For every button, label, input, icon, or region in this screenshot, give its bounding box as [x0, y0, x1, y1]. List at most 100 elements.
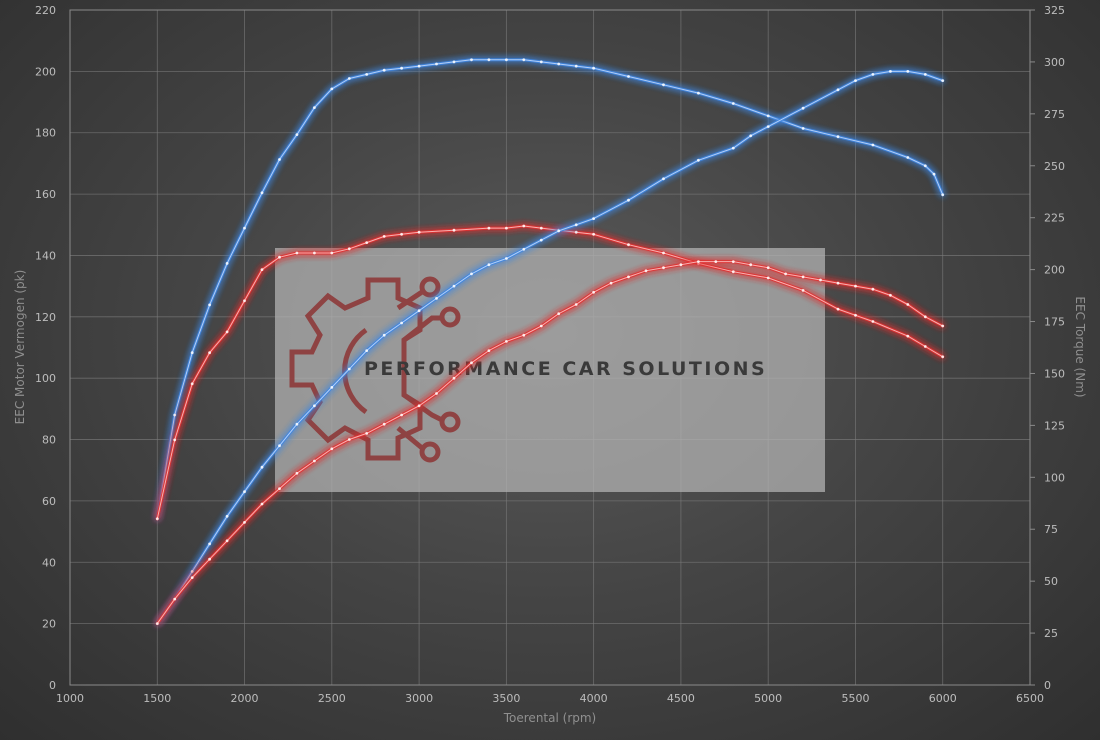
y-tick-label: 140	[35, 249, 56, 262]
data-point	[941, 193, 945, 197]
data-point	[313, 251, 316, 255]
data-point	[347, 247, 351, 251]
data-point	[539, 60, 543, 64]
plot-frame	[69, 9, 1031, 686]
data-point	[313, 459, 316, 463]
data-point	[330, 251, 334, 255]
data-point	[766, 125, 770, 128]
data-point	[382, 422, 386, 426]
data-point	[400, 66, 403, 70]
data-point	[487, 349, 491, 352]
data-point	[801, 275, 805, 279]
data-point	[382, 333, 386, 337]
y2-tick-label: 150	[1044, 367, 1065, 380]
data-point	[644, 269, 648, 273]
y-tick-label: 200	[35, 65, 56, 78]
data-point	[243, 521, 246, 524]
data-point	[627, 198, 630, 202]
data-point	[941, 355, 945, 359]
data-point	[505, 257, 508, 260]
data-point	[295, 422, 299, 426]
data-point	[784, 272, 787, 276]
data-point	[522, 247, 526, 251]
series-line-2	[155, 224, 945, 521]
data-point	[836, 281, 840, 285]
data-point	[382, 68, 386, 72]
x-tick-label: 4500	[667, 692, 695, 705]
data-point	[347, 77, 351, 80]
data-point	[225, 539, 229, 543]
y2-tick-label: 100	[1044, 471, 1065, 484]
y-tick-label: 160	[35, 188, 56, 201]
x-tick-label: 2000	[231, 692, 259, 705]
y2-tick-label: 75	[1044, 523, 1058, 536]
data-point	[313, 106, 316, 109]
x-axis-title: Toerental (rpm)	[503, 711, 596, 725]
y2-tick-label: 300	[1044, 56, 1065, 69]
data-point	[906, 303, 910, 306]
data-point	[260, 268, 264, 271]
y-axis-title: EEC Motor Vermogen (pk)	[13, 270, 27, 425]
data-point	[400, 232, 403, 236]
data-point	[627, 275, 630, 279]
y2-axis-ticks: 0 25 50 75 100 125 150 175 200 225 250 275 300 325	[1030, 4, 1065, 692]
data-point	[278, 444, 281, 448]
data-point	[190, 570, 194, 573]
data-point	[906, 70, 910, 73]
series-highlight	[156, 59, 944, 519]
data-point	[932, 172, 936, 176]
data-point	[854, 284, 857, 288]
data-point	[208, 303, 212, 307]
data-point	[190, 382, 194, 386]
data-point	[662, 266, 665, 270]
data-point	[923, 345, 927, 348]
data-point	[295, 133, 299, 137]
data-point	[505, 226, 508, 230]
data-point	[243, 299, 246, 303]
series-highlight	[156, 225, 943, 519]
y2-axis-title: EEC Torque (Nm)	[1073, 296, 1087, 397]
data-point	[574, 223, 578, 227]
y2-tick-label: 125	[1044, 419, 1065, 432]
y-tick-label: 220	[35, 4, 56, 17]
x-tick-label: 6500	[1016, 692, 1044, 705]
data-point	[662, 83, 665, 87]
data-point	[278, 487, 281, 490]
y-tick-label: 0	[49, 679, 56, 692]
data-point	[487, 226, 491, 230]
data-point	[155, 622, 159, 625]
y-tick-label: 60	[42, 495, 56, 508]
data-point	[243, 226, 246, 230]
data-point	[749, 134, 753, 138]
data-point	[330, 447, 334, 451]
series-line-1	[155, 58, 945, 521]
data-point	[609, 281, 613, 285]
data-point	[854, 79, 857, 82]
data-point	[452, 228, 456, 232]
y2-tick-label: 175	[1044, 316, 1065, 329]
data-point	[592, 232, 595, 236]
data-point	[435, 392, 438, 395]
data-point	[173, 597, 177, 601]
data-point	[819, 278, 822, 282]
x-tick-label: 4000	[580, 692, 608, 705]
data-point	[522, 224, 526, 228]
data-point	[452, 376, 456, 380]
data-point	[295, 471, 299, 475]
y2-tick-label: 200	[1044, 264, 1065, 277]
data-point	[679, 263, 683, 267]
data-point	[190, 351, 194, 355]
data-point	[173, 438, 177, 442]
data-point	[173, 413, 177, 417]
data-point	[313, 404, 316, 408]
data-point	[592, 217, 595, 221]
series-line-3	[155, 69, 945, 626]
data-point	[906, 334, 910, 338]
x-tick-label: 2500	[318, 692, 346, 705]
data-point	[330, 87, 334, 91]
x-tick-label: 6000	[929, 692, 957, 705]
data-point	[155, 517, 159, 521]
data-point	[766, 276, 770, 280]
data-point	[662, 251, 665, 255]
